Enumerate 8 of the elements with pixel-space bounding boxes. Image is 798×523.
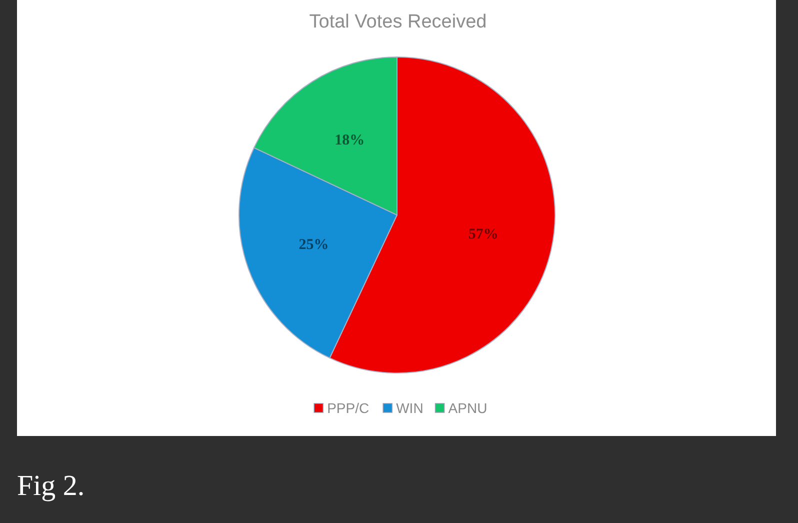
data-label: 57% — [468, 226, 498, 242]
caption: Fig 2. — [17, 470, 85, 502]
legend-label: APNU — [448, 400, 488, 416]
legend-label: PPP/C — [327, 400, 370, 416]
data-label: 18% — [334, 132, 365, 148]
legend-label: WIN — [396, 400, 424, 416]
data-label: 25% — [298, 236, 329, 253]
chart-title: Total Votes Received — [309, 12, 487, 32]
